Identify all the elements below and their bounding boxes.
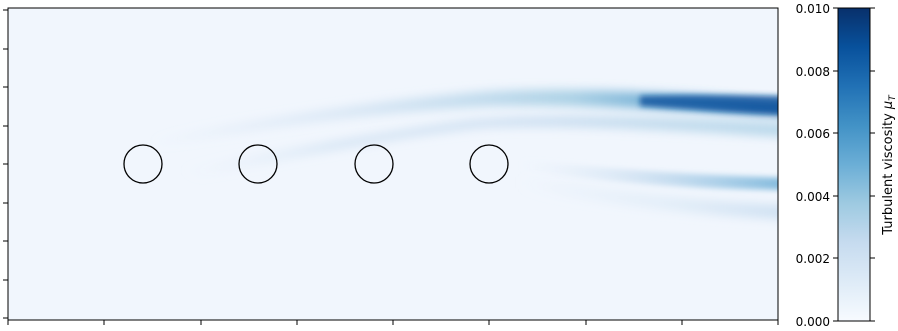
x-axis-ticks [7,320,779,325]
colorbar-gradient [838,8,870,321]
colorbar-ticks [833,7,875,322]
middle-wake-band [180,116,778,176]
lowest-wake-band [520,176,778,219]
colorbar-label: Turbulent viscosity μT [881,94,898,236]
upper-wake-band [150,89,778,146]
colorbar-label-symbol: μ [881,101,896,110]
cylinder-1 [123,144,163,184]
cylinder-3 [354,144,394,184]
colorbar-label-subscript: T [888,94,898,101]
colorbar-tick-label: 0.004 [796,190,830,204]
colorbar-tick-label: 0.008 [796,65,830,79]
cylinders [123,144,509,184]
colorbar-label-text: Turbulent viscosity [881,113,896,236]
colorbar-tick-label: 0.002 [796,252,830,266]
heatmap-field [8,8,778,320]
cylinder-4 [469,144,509,184]
lower-wake-band [520,160,778,190]
colorbar: 0.000 0.002 0.004 0.006 0.008 0.010 Turb… [796,2,898,329]
colorbar-frame [837,7,871,322]
y-axis-ticks [3,9,8,319]
wake-core-max [640,95,778,114]
colorbar-tick-label: 0.006 [796,127,830,141]
colorbar-tick-label: 0.010 [796,2,830,16]
colorbar-tick-label: 0.000 [796,315,830,329]
cylinder-2 [238,144,278,184]
